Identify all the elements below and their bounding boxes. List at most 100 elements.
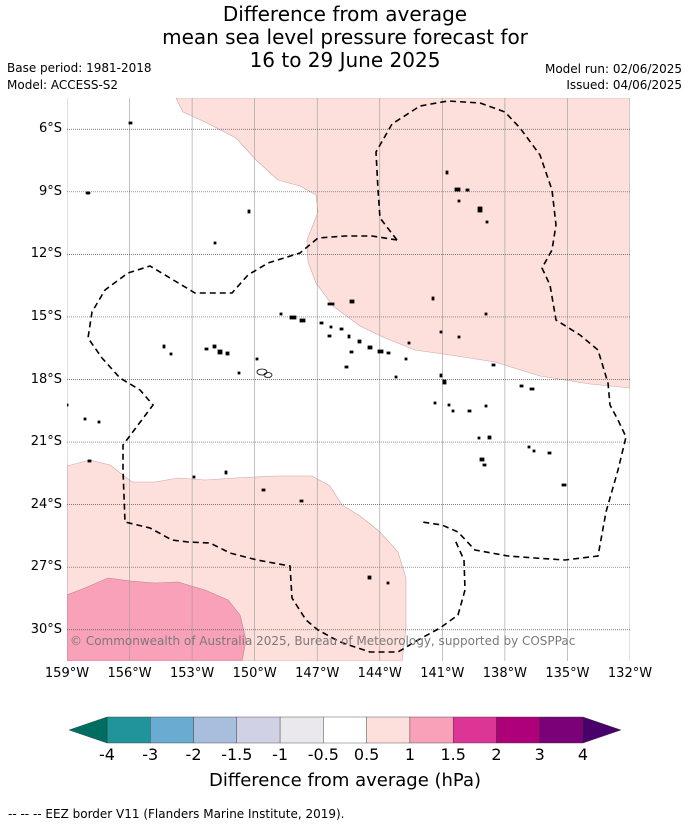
island [491,363,496,367]
island [339,327,344,331]
island [97,420,101,424]
island [465,188,470,192]
colorbar-swatch [236,716,281,744]
island [407,341,411,345]
island [319,321,324,325]
island [261,488,266,492]
colorbar-tick-label: -3 [142,745,159,764]
island [529,387,535,391]
map-area [67,98,630,661]
island [169,352,173,356]
island [256,368,268,376]
island [404,357,408,361]
longitude-label: 156°W [107,666,152,681]
colorbar-swatch [323,716,367,744]
latitude-label: 24°S [30,496,62,512]
island [431,296,435,301]
island [224,470,228,475]
longitude-label: 147°W [295,666,340,681]
island [457,199,461,203]
island [439,373,443,378]
longitude-label: 141°W [420,666,465,681]
eez-border-east [375,100,627,561]
latitude-label: 27°S [30,559,62,575]
island [299,318,306,323]
colorbar-tick-label: 4 [577,745,589,764]
colorbar-swatch [366,716,411,744]
colorbar-tick-label: -0.5 [307,745,339,764]
colorbar-tick-label: 3 [534,745,545,764]
island [213,241,217,245]
island [386,351,391,355]
colorbar-tick-label: -4 [99,745,115,764]
island [344,365,349,369]
longitude-label: 153°W [170,666,215,681]
island [367,345,373,350]
island [394,375,398,379]
island [349,350,354,354]
island [83,417,87,421]
colorbar-tick-label: -1.5 [221,745,253,764]
island [212,344,217,349]
island [255,357,259,361]
island [237,371,241,375]
island [477,436,481,440]
island [439,330,443,334]
latitude-label: 9°S [38,183,62,199]
colorbar-over-arrow [582,716,622,744]
colorbar-swatch [106,716,151,744]
island [162,344,166,349]
island [67,403,69,407]
island [527,445,531,449]
latitude-label: 21°S [30,434,62,450]
island [467,409,472,413]
anomaly-region-southwest-core [67,577,247,661]
longitude-label: 144°W [357,666,402,681]
island [347,334,351,339]
island [225,351,230,356]
island [357,339,362,344]
island [263,372,273,378]
island [299,499,304,503]
island [561,483,567,487]
island [477,206,483,213]
island [457,335,461,339]
latitude-label: 18°S [30,371,62,387]
latitude-label: 12°S [30,246,62,262]
colorbar-swatch [496,716,540,744]
latitude-label: 6°S [38,121,62,137]
latitude-label: 15°S [30,308,62,324]
island [487,435,492,440]
base-period: Base period: 1981-2018 [7,61,152,75]
copyright-notice: © Commonwealth of Australia 2025, Bureau… [70,634,576,648]
colorbar-under-arrow [68,716,108,744]
eez-footnote: -- -- -- EEZ border V11 (Flanders Marine… [8,807,345,821]
island [247,209,251,214]
colorbar-tick-label: 1 [404,745,415,764]
island [279,312,283,316]
island [204,347,209,351]
colorbar-tick-label: -2 [185,745,202,764]
island [445,170,449,175]
colorbar-swatch [409,716,454,744]
colorbar-tick-label: 2 [491,745,502,764]
model-name: Model: ACCESS-S2 [7,78,119,92]
island [447,403,451,407]
model-run: Model run: 02/06/2025 [544,62,682,76]
island [454,187,461,192]
colorbar-title: Difference from average (hPa) [208,770,482,791]
island [451,409,455,413]
island [128,121,133,125]
island [532,449,536,453]
colorbar-swatch [150,716,194,744]
island [367,575,372,580]
island [485,220,489,224]
island [386,581,390,585]
island [349,299,355,304]
island [87,459,92,463]
anomaly-region-northeast [175,98,630,389]
island [519,384,524,388]
longitude-label: 138°W [482,666,527,681]
title-line-2: mean sea level pressure forecast for [162,25,528,49]
